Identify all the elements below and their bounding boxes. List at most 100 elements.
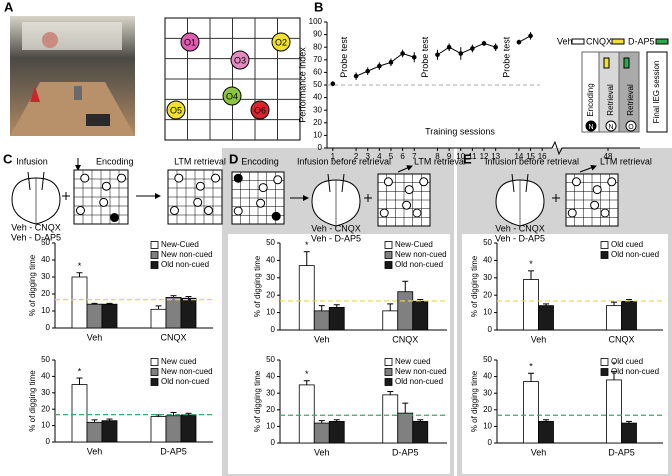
diagram-label: LTM retrieval — [600, 156, 652, 166]
y-tick-label: 10 — [483, 308, 492, 317]
mini-object — [211, 173, 221, 183]
panel-label: A — [4, 0, 14, 14]
bar — [298, 384, 315, 444]
mini-object — [256, 198, 266, 208]
y-axis-label: % of digging time — [28, 254, 37, 316]
col-label: Retrieval — [606, 84, 615, 116]
bar — [180, 414, 197, 443]
y-tick-label: 50 — [41, 355, 50, 364]
legend-swatch — [384, 378, 393, 386]
legend-swatch — [384, 261, 393, 269]
x-tick-label: 16 — [538, 152, 547, 161]
y-axis-label: Performance index — [297, 47, 307, 123]
legend-label: Old non-cued — [161, 260, 209, 269]
y-tick-label: 40 — [313, 93, 322, 102]
y-tick-label: 30 — [483, 273, 492, 282]
legend-swatch — [150, 241, 159, 249]
diagram-label: Encoding — [96, 156, 134, 166]
y-tick-label: 10 — [266, 422, 275, 431]
y-tick-label: 0 — [46, 437, 51, 446]
y-tick-label: 90 — [313, 30, 322, 39]
x-tick-label: Veh — [531, 447, 547, 457]
legend-swatch — [150, 368, 159, 376]
bar — [538, 421, 554, 444]
point — [470, 46, 475, 51]
y-tick-label: 40 — [41, 255, 50, 264]
y-tick-label: 0 — [318, 143, 323, 152]
y-axis-label: % of digging time — [470, 255, 479, 317]
bar — [621, 422, 637, 444]
annotation: Probe test — [339, 36, 349, 78]
mini-object — [75, 206, 85, 215]
x-tick-label: 2 — [354, 152, 359, 161]
line — [579, 164, 597, 173]
y-tick-label: 20 — [483, 405, 492, 414]
line — [341, 173, 345, 193]
significance: * — [305, 369, 309, 379]
mini-object — [174, 173, 184, 183]
bar — [328, 306, 345, 331]
mini-object — [567, 208, 577, 218]
arena-object — [250, 100, 270, 120]
bar — [382, 394, 399, 444]
y-tick-label: 30 — [41, 272, 50, 281]
diagram-label: Veh - CNQX — [311, 223, 361, 233]
bar — [101, 420, 118, 443]
legend-swatch — [600, 368, 609, 376]
significance: * — [529, 362, 533, 372]
node-label: O — [628, 124, 634, 131]
x-tick-label: 4 — [377, 152, 382, 161]
y-tick-label: 20 — [483, 290, 492, 299]
legend-label: New cued — [161, 357, 197, 366]
diagram-label: LTM retrieval — [414, 156, 466, 166]
legend-swatch — [150, 378, 159, 386]
bar — [165, 415, 182, 443]
y-tick-label: 40 — [483, 372, 492, 381]
x-tick-label: 9 — [447, 152, 452, 161]
legend-swatch — [384, 251, 393, 259]
bar — [150, 308, 167, 329]
y-tick-label: 50 — [313, 80, 322, 89]
x-tick-label: 10 — [456, 152, 465, 161]
diagram-label: LTM retrieval — [174, 156, 226, 166]
line — [327, 173, 331, 193]
point — [528, 33, 533, 39]
mini-object — [592, 185, 602, 195]
point — [365, 68, 371, 74]
mini-object — [383, 177, 393, 187]
mini-object — [80, 173, 90, 183]
y-tick-label: 30 — [313, 105, 322, 114]
x-tick-label: 7 — [412, 152, 417, 161]
mini-object — [233, 173, 243, 183]
y-tick-label: 50 — [483, 238, 492, 247]
mini-object — [99, 197, 109, 207]
bar — [523, 381, 539, 444]
panel-label: E — [463, 151, 472, 166]
point — [400, 51, 405, 56]
legend-label: New-Cued — [395, 240, 433, 249]
mini-object — [412, 208, 422, 218]
line — [511, 173, 515, 193]
x-tick-label: 5 — [389, 152, 394, 161]
node-label: N — [588, 124, 593, 131]
diagram-label: Veh - D-AP5 — [11, 232, 61, 242]
node — [605, 120, 617, 132]
line — [525, 173, 529, 193]
point — [458, 51, 464, 56]
y-axis-label: % of digging time — [253, 255, 262, 317]
legend-label: Old non-cued — [395, 377, 443, 386]
bar — [606, 379, 622, 444]
y-tick-label: 10 — [41, 421, 50, 430]
line-series — [437, 42, 496, 56]
bar — [621, 300, 637, 331]
x-tick-label: 12 — [480, 152, 489, 161]
legend-label: D-AP5 — [628, 36, 655, 46]
node — [585, 120, 597, 132]
mini-object — [600, 208, 610, 218]
legend-label: Old non-cued — [395, 260, 443, 269]
x-tick-label: 48 — [604, 152, 613, 161]
x-tick-label: D-AP5 — [160, 446, 187, 456]
bar — [71, 384, 88, 443]
y-tick-label: 10 — [41, 306, 50, 315]
